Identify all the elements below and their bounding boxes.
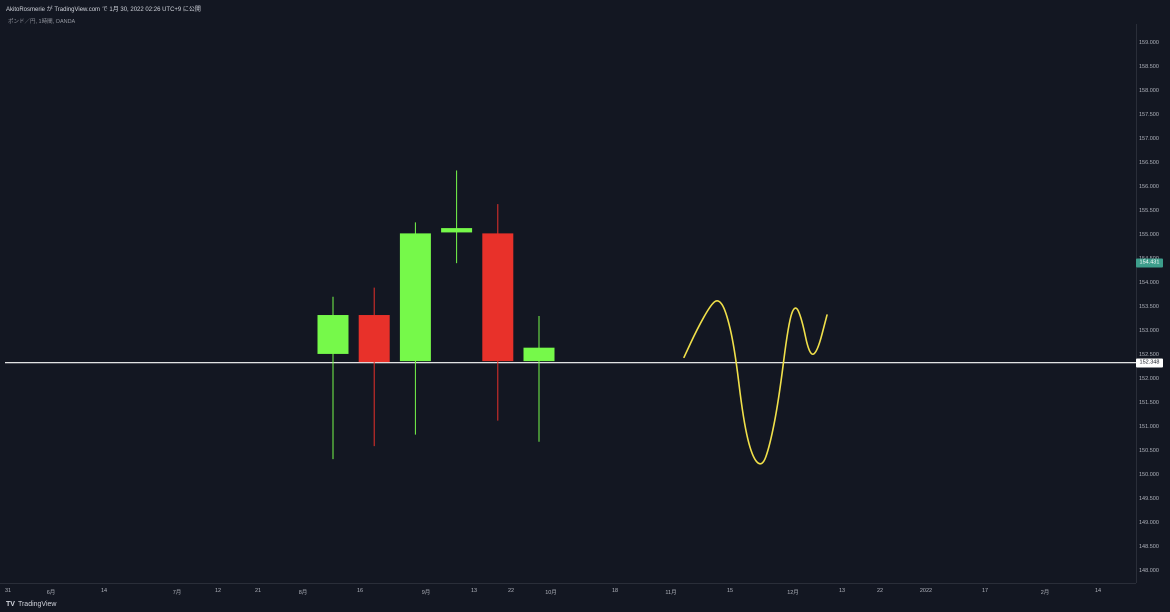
- price-tick-label: 153.000: [1139, 328, 1159, 335]
- candle-body: [317, 315, 349, 354]
- candle-body: [358, 315, 390, 363]
- symbol-info: ポンド／円, 1時間, OANDA: [8, 19, 76, 25]
- price-tick-label: 150.000: [1139, 472, 1159, 479]
- price-tick-label: 149.000: [1139, 520, 1159, 527]
- time-tick-label: 21: [254, 588, 262, 594]
- tradingview-brand[interactable]: TV TradingView: [6, 601, 56, 608]
- time-tick-label: 12: [214, 588, 222, 594]
- price-tick-label: 154.000: [1139, 280, 1159, 287]
- time-tick-label: 13: [470, 588, 478, 594]
- candle-body: [482, 233, 514, 362]
- time-tick-label: 14: [1094, 588, 1102, 594]
- time-tick-label: 11月: [665, 590, 677, 596]
- time-tick-label: 2月: [1040, 590, 1050, 596]
- price-tick-label: 148.000: [1139, 568, 1159, 575]
- price-tick-label: 155.500: [1139, 208, 1159, 215]
- price-tick-label: 156.000: [1139, 184, 1159, 191]
- time-tick-label: 22: [876, 588, 884, 594]
- price-tick-label: 158.000: [1139, 88, 1159, 95]
- price-tick-label: 151.000: [1139, 424, 1159, 431]
- price-tick-label: 157.000: [1139, 136, 1159, 143]
- candle[interactable]: [358, 287, 390, 447]
- price-tick-label: 152.000: [1139, 376, 1159, 383]
- candle[interactable]: [523, 315, 555, 442]
- time-tick-label: 2022: [919, 588, 933, 594]
- candle[interactable]: [441, 170, 473, 264]
- footer: TV TradingView: [0, 599, 1170, 612]
- time-tick-label: 17: [981, 588, 989, 594]
- chart-publish-info: AkitoRosmerie が TradingView.com で 1月 30,…: [6, 7, 201, 13]
- candle-body: [523, 347, 555, 362]
- horizontal-line-price-label: 152.348: [1136, 358, 1163, 368]
- time-tick-label: 16: [356, 588, 364, 594]
- tradingview-logo-icon: TV: [6, 601, 15, 608]
- candlestick-chart[interactable]: [0, 24, 1136, 583]
- freehand-drawing[interactable]: [683, 300, 828, 465]
- current-price-label: 154.431: [1136, 258, 1163, 268]
- time-tick-label: 15: [726, 588, 734, 594]
- time-tick-label: 6月: [46, 590, 56, 596]
- price-tick-label: 151.500: [1139, 400, 1159, 407]
- candle[interactable]: [399, 222, 431, 435]
- time-tick-label: 13: [838, 588, 846, 594]
- candle[interactable]: [317, 296, 349, 460]
- price-tick-label: 157.500: [1139, 112, 1159, 119]
- price-tick-label: 153.500: [1139, 304, 1159, 311]
- time-tick-label: 14: [100, 588, 108, 594]
- time-tick-label: 12月: [787, 590, 799, 596]
- price-tick-label: 158.500: [1139, 64, 1159, 71]
- time-tick-label: 22: [507, 588, 515, 594]
- time-axis[interactable]: 31 6月 14 7月 12 21 8月 16 9月 13 22 10月 18 11月 15 12月 13 22 2…: [0, 583, 1136, 600]
- price-tick-label: 155.000: [1139, 232, 1159, 239]
- price-tick-label: 152.500: [1139, 352, 1159, 359]
- brand-name: TradingView: [17, 601, 57, 608]
- candle-body: [441, 228, 473, 233]
- price-tick-label: 150.500: [1139, 448, 1159, 455]
- price-tick-label: 149.500: [1139, 496, 1159, 503]
- time-tick-label: 18: [611, 588, 619, 594]
- price-tick-label: 156.500: [1139, 160, 1159, 167]
- time-tick-label: 7月: [172, 590, 182, 596]
- time-tick-label: 8月: [298, 590, 308, 596]
- time-tick-label: 9月: [421, 590, 431, 596]
- candle[interactable]: [482, 204, 514, 421]
- time-tick-label: 10月: [545, 590, 557, 596]
- price-axis[interactable]: 159.000 158.500 158.000 157.500 157.000 156.5…: [1136, 24, 1170, 583]
- price-tick-label: 159.000: [1139, 40, 1159, 47]
- candle-body: [399, 233, 431, 362]
- price-tick-label: 148.500: [1139, 544, 1159, 551]
- time-tick-label: 31: [4, 588, 12, 594]
